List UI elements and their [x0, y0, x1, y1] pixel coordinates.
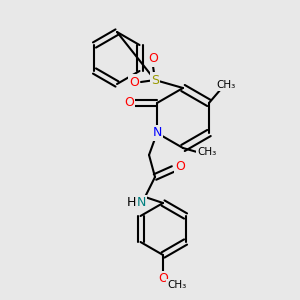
Text: O: O [158, 272, 168, 286]
Text: S: S [151, 74, 159, 86]
Text: CH₃: CH₃ [216, 80, 236, 90]
Text: O: O [148, 52, 158, 65]
Text: O: O [129, 76, 139, 88]
Text: CH₃: CH₃ [197, 147, 217, 157]
Text: N: N [136, 196, 146, 209]
Text: O: O [175, 160, 185, 173]
Text: H: H [126, 196, 136, 209]
Text: CH₃: CH₃ [167, 280, 187, 290]
Text: O: O [124, 97, 134, 110]
Text: N: N [152, 127, 162, 140]
